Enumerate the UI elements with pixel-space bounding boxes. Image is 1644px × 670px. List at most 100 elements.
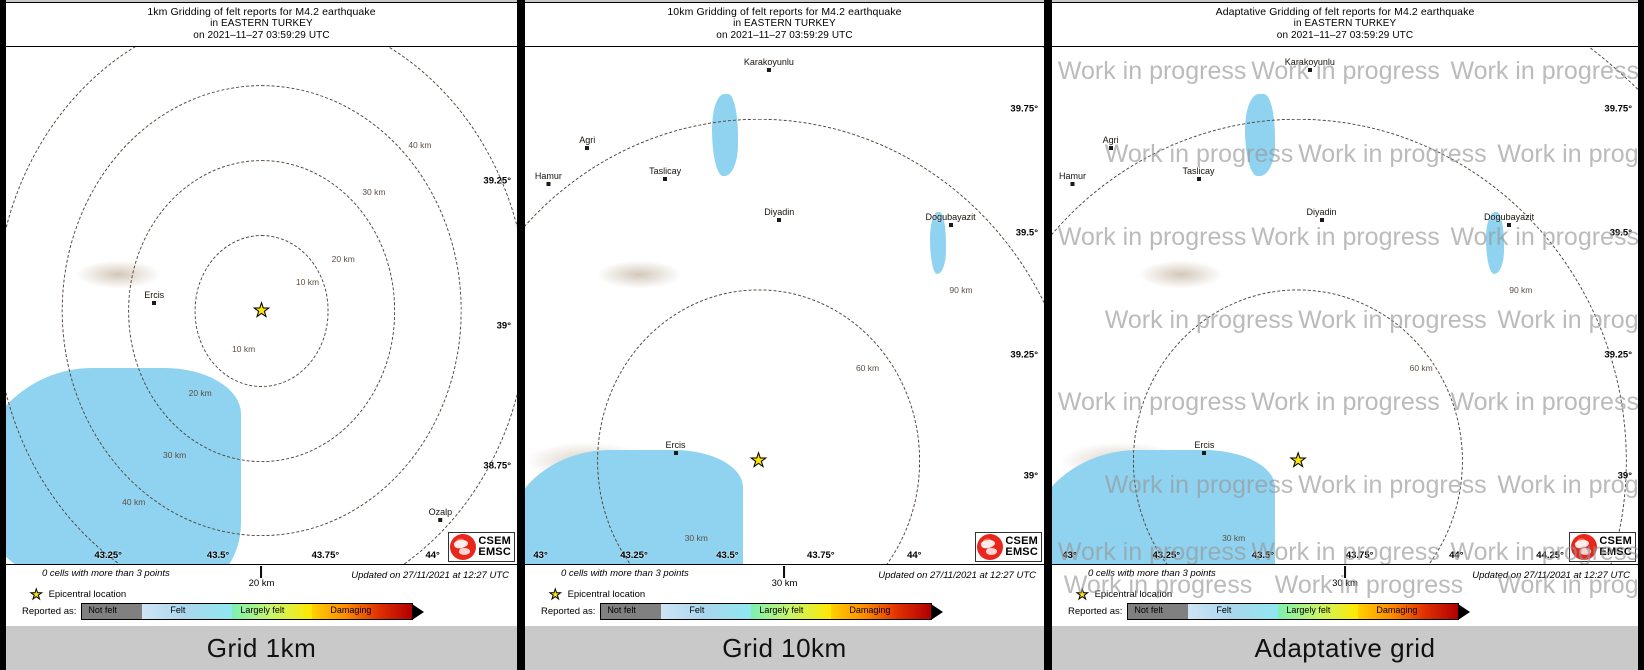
city-marker: Agri <box>1103 135 1119 150</box>
emsc-logo: CSEM EMSC <box>975 532 1042 562</box>
ring-label-20km-ne: 20 km <box>331 253 355 264</box>
band-label: Largely felt <box>240 605 285 615</box>
lat-label: 39° <box>1023 470 1038 482</box>
panel3-legend: 0 cells with more than 3 points 30 km Up… <box>1052 564 1638 626</box>
lon-label: 43° <box>1062 550 1077 561</box>
city-dot <box>663 176 668 181</box>
city-dot <box>152 300 157 305</box>
panel2-title-line1: 10km Gridding of felt reports for M4.2 e… <box>667 6 902 18</box>
logo-line1: CSEM <box>478 535 511 547</box>
city-dot <box>1319 218 1324 223</box>
panel2-caption: Grid 10km <box>525 626 1044 670</box>
panel3-map[interactable]: 30 km 60 km 90 km Karakoyunlu Agri Hamur… <box>1052 47 1638 564</box>
panel3-title-line1: Adaptative Gridding of felt reports for … <box>1215 6 1475 18</box>
band-label: Felt <box>1216 605 1232 615</box>
panel3-caption: Adaptative grid <box>1052 626 1638 670</box>
cells-note: 0 cells with more than 3 points <box>1088 568 1216 579</box>
city-dot <box>948 223 953 228</box>
ring-label-30km: 30 km <box>163 450 187 461</box>
epicenter-star-icon: ★ <box>1289 450 1307 472</box>
distance-ring-90km <box>1052 47 1638 564</box>
emsc-logo: CSEM EMSC <box>448 532 515 562</box>
band-label: Not felt <box>1134 605 1163 615</box>
band-label: Felt <box>170 605 186 615</box>
reported-as-label: Reported as: <box>541 606 596 617</box>
lon-label: 43.25° <box>1152 550 1181 561</box>
panel2-legend: 0 cells with more than 3 points 30 km Up… <box>525 564 1044 626</box>
ring-label-90km: 90 km <box>1509 284 1533 295</box>
panel1-title-box: 1km Gridding of felt reports for M4.2 ea… <box>6 0 517 47</box>
city-label: Hamur <box>1058 171 1087 182</box>
city-marker: Taslicay <box>649 166 681 181</box>
city-dot <box>1196 176 1201 181</box>
band-label: Largely felt <box>759 605 804 615</box>
updated-text: Updated on 27/11/2021 at 12:27 UTC <box>351 570 509 581</box>
city-label: Karakoyunlu <box>1284 57 1335 68</box>
panel-grid-1km: 1km Gridding of felt reports for M4.2 ea… <box>0 0 521 670</box>
city-marker: Ozalp <box>428 507 453 523</box>
city-marker: Dogubayazit <box>926 212 976 228</box>
lon-label: 44° <box>1449 550 1464 561</box>
city-dot <box>673 450 678 455</box>
city-label: Ercis <box>1194 439 1215 450</box>
panel-grid-10km: 10km Gridding of felt reports for M4.2 e… <box>521 0 1048 670</box>
ring-label-10km: 10 km <box>232 344 256 355</box>
city-label: Agri <box>579 134 596 145</box>
panel1-map[interactable]: 10 km 20 km 30 km 40 km 30 km 20 km 40 k… <box>6 47 517 564</box>
logo-line2: EMSC <box>478 546 511 558</box>
distance-ring-90km <box>525 47 1044 564</box>
city-dot <box>1307 68 1312 73</box>
logo-line1: CSEM <box>1005 535 1038 547</box>
city-dot <box>585 145 590 150</box>
lat-label: 39.5° <box>1015 227 1038 239</box>
ring-label-30km-ne: 30 km <box>362 186 386 197</box>
lon-label: 44.25° <box>1536 550 1564 561</box>
lat-label: 39.25° <box>483 175 511 187</box>
city-dot <box>766 68 771 73</box>
band-label: Damaging <box>330 605 372 615</box>
panel1-title-line1: 1km Gridding of felt reports for M4.2 ea… <box>147 6 376 18</box>
city-label: Karakoyunlu <box>743 57 794 68</box>
intensity-color-bar: Not felt Felt Largely felt Damaging <box>600 603 944 620</box>
ring-label-30km: 30 km <box>684 533 708 544</box>
panel3-title-box: Adaptative Gridding of felt reports for … <box>1052 0 1638 47</box>
city-marker: Hamur <box>1058 171 1087 187</box>
updated-text: Updated on 27/11/2021 at 12:27 UTC <box>1472 570 1630 581</box>
panel1-title-line2: in EASTERN TURKEY <box>210 18 313 29</box>
lon-label: 43.25° <box>94 550 122 561</box>
lat-label: 39.25° <box>1604 349 1632 361</box>
city-label: Agri <box>1102 134 1119 145</box>
reported-as-label: Reported as: <box>1068 606 1123 617</box>
epicenter-legend-label: Epicentral location <box>48 588 127 600</box>
lat-label: 39.5° <box>1609 227 1632 239</box>
city-dot <box>1202 450 1207 455</box>
epicenter-star-icon: ★ <box>549 586 563 602</box>
city-marker: Ercis <box>1194 440 1214 455</box>
globe-icon <box>1571 534 1598 560</box>
city-marker: Diyadin <box>1307 207 1337 223</box>
color-bar-arrow-icon <box>412 603 425 620</box>
city-dot <box>438 518 443 523</box>
city-marker: Karakoyunlu <box>743 57 794 73</box>
ring-label-30km: 30 km <box>1222 533 1246 544</box>
panel2-title-line3: on 2021–11–27 03:59:29 UTC <box>716 30 853 41</box>
ring-label-60km: 60 km <box>855 362 880 373</box>
lon-label: 43.25° <box>620 550 648 561</box>
lon-label: 44° <box>425 550 440 561</box>
scale-bar: 30 km <box>772 566 797 589</box>
lat-label: 39.75° <box>1010 103 1038 115</box>
cells-note: 0 cells with more than 3 points <box>561 568 689 579</box>
cells-note: 0 cells with more than 3 points <box>42 568 170 579</box>
panel2-map[interactable]: 30 km 60 km 90 km Karakoyunlu Agri Hamur… <box>525 47 1044 564</box>
panel3-title-line3: on 2021–11–27 03:59:29 UTC <box>1276 30 1414 41</box>
color-bar-arrow-icon <box>1458 603 1471 620</box>
lon-label: 43.75° <box>311 550 340 561</box>
panel2-title-box: 10km Gridding of felt reports for M4.2 e… <box>525 0 1044 47</box>
logo-line2: EMSC <box>1599 546 1632 558</box>
globe-icon <box>450 534 477 560</box>
city-label: Ozalp <box>428 507 453 518</box>
ring-label-10km-ne: 10 km <box>295 277 320 288</box>
panel1-legend: 0 cells with more than 3 points 20 km Up… <box>6 564 517 626</box>
city-marker: Hamur <box>535 171 562 187</box>
city-marker: Agri <box>579 135 595 150</box>
